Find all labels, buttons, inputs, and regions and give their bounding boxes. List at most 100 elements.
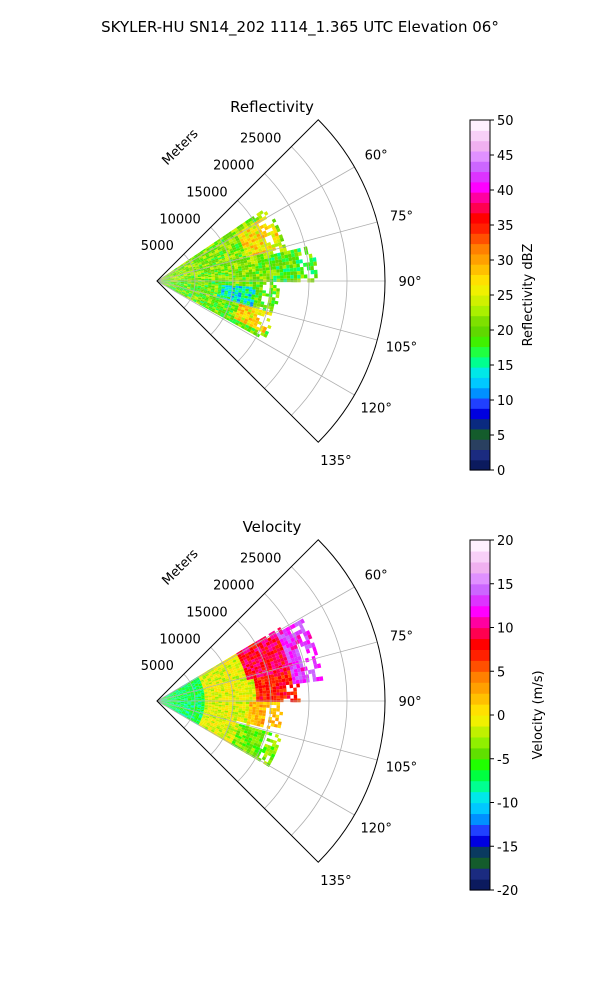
echo-gate: [223, 252, 228, 256]
echo-gate: [210, 269, 215, 272]
echo-gate: [280, 251, 285, 256]
echo-gate: [228, 255, 233, 259]
echo-gate: [252, 271, 256, 275]
colorbar-segment: [470, 671, 490, 683]
echo-gate: [252, 274, 257, 277]
echo-gate: [228, 722, 233, 726]
echo-gate: [196, 719, 201, 722]
echo-gate: [265, 270, 270, 274]
echo-gate: [190, 272, 194, 275]
echo-gate: [174, 689, 179, 692]
echo-gate: [176, 708, 180, 710]
echo-gate: [258, 238, 263, 243]
echo-gate: [163, 703, 167, 706]
echo-gate: [242, 732, 247, 737]
echo-gate: [170, 281, 175, 283]
echo-gate: [282, 681, 286, 686]
echo-gate: [262, 701, 267, 705]
echo-gate: [303, 274, 308, 279]
echo-gate: [268, 647, 274, 652]
echo-gate: [280, 695, 284, 699]
echo-gate: [219, 237, 224, 241]
echo-gate: [223, 733, 228, 738]
echo-gate: [206, 688, 211, 691]
echo-gate: [221, 706, 226, 709]
echo-gate: [177, 278, 181, 280]
echo-gate: [201, 702, 205, 704]
echo-gate: [220, 711, 225, 715]
colorbar-tick-label: 5: [497, 665, 505, 680]
echo-gate: [169, 272, 173, 275]
echo-gate: [210, 690, 215, 693]
echo-gate: [224, 712, 228, 715]
echo-gate: [220, 713, 225, 716]
echo-gate: [262, 270, 267, 274]
echo-gate: [251, 294, 256, 298]
echo-gate: [278, 259, 283, 263]
echo-gate: [211, 704, 216, 707]
velocity-grid: [156, 539, 386, 863]
echo-gate: [290, 271, 294, 276]
echo-gate: [233, 729, 238, 733]
echo-gate: [225, 737, 230, 741]
radial-tick-label: 20000: [213, 159, 254, 174]
echo-gate: [266, 242, 272, 247]
echo-gate: [254, 310, 259, 315]
echo-gate: [286, 666, 291, 671]
echo-gate: [214, 258, 219, 261]
reflectivity-colorbar-label: Reflectivity dBZ: [521, 244, 536, 347]
echo-gate: [168, 287, 173, 290]
echo-gate: [250, 732, 255, 737]
echo-gate: [199, 256, 203, 260]
echo-gate: [252, 268, 256, 272]
echo-gate: [251, 683, 256, 687]
echo-gate: [201, 298, 205, 302]
echo-gate: [231, 674, 236, 678]
echo-gate: [201, 718, 205, 722]
echo-gate: [215, 298, 220, 302]
echo-gate: [244, 264, 249, 268]
echo-gate: [182, 688, 186, 691]
colorbar-tick-label: 25: [497, 289, 514, 304]
echo-gate: [192, 299, 197, 303]
echo-gate: [246, 311, 252, 315]
echo-gate: [210, 711, 215, 714]
echo-gate: [251, 238, 256, 243]
echo-gate: [213, 685, 217, 688]
echo-gate: [216, 304, 221, 308]
echo-gate: [239, 281, 243, 284]
echo-gate: [228, 271, 232, 275]
echo-gate: [233, 682, 238, 686]
echo-gate: [259, 303, 264, 308]
echo-gate: [283, 670, 288, 676]
echo-gate: [239, 238, 244, 242]
echo-gate: [170, 703, 174, 705]
echo-gate: [204, 285, 209, 287]
colorbar-tick-label: 30: [497, 254, 514, 269]
echo-gate: [204, 281, 209, 283]
echo-gate: [246, 748, 252, 753]
echo-gate: [250, 681, 255, 685]
echo-gate: [163, 701, 168, 703]
echo-gate: [222, 662, 227, 666]
echo-gate: [179, 288, 183, 291]
echo-gate: [228, 238, 233, 243]
echo-gate: [243, 300, 248, 304]
echo-gate: [244, 324, 250, 329]
echo-gate: [227, 292, 232, 296]
echo-gate: [163, 702, 168, 704]
echo-gate: [211, 278, 216, 281]
reflectivity-panel: Reflectivity 50001000015000200002500060°…: [141, 98, 536, 479]
echo-gate: [179, 287, 184, 289]
echo-gate: [207, 270, 211, 273]
echo-gate: [177, 281, 181, 283]
echo-gate: [170, 278, 174, 279]
echo-gate: [215, 672, 220, 676]
echo-gate: [252, 289, 256, 293]
echo-gate: [239, 223, 244, 228]
azimuth-tick-label: 105°: [386, 761, 417, 776]
echo-gate: [218, 278, 222, 280]
echo-gate: [180, 694, 184, 696]
echo-gate: [182, 690, 187, 693]
azimuth-spoke: [156, 700, 378, 761]
